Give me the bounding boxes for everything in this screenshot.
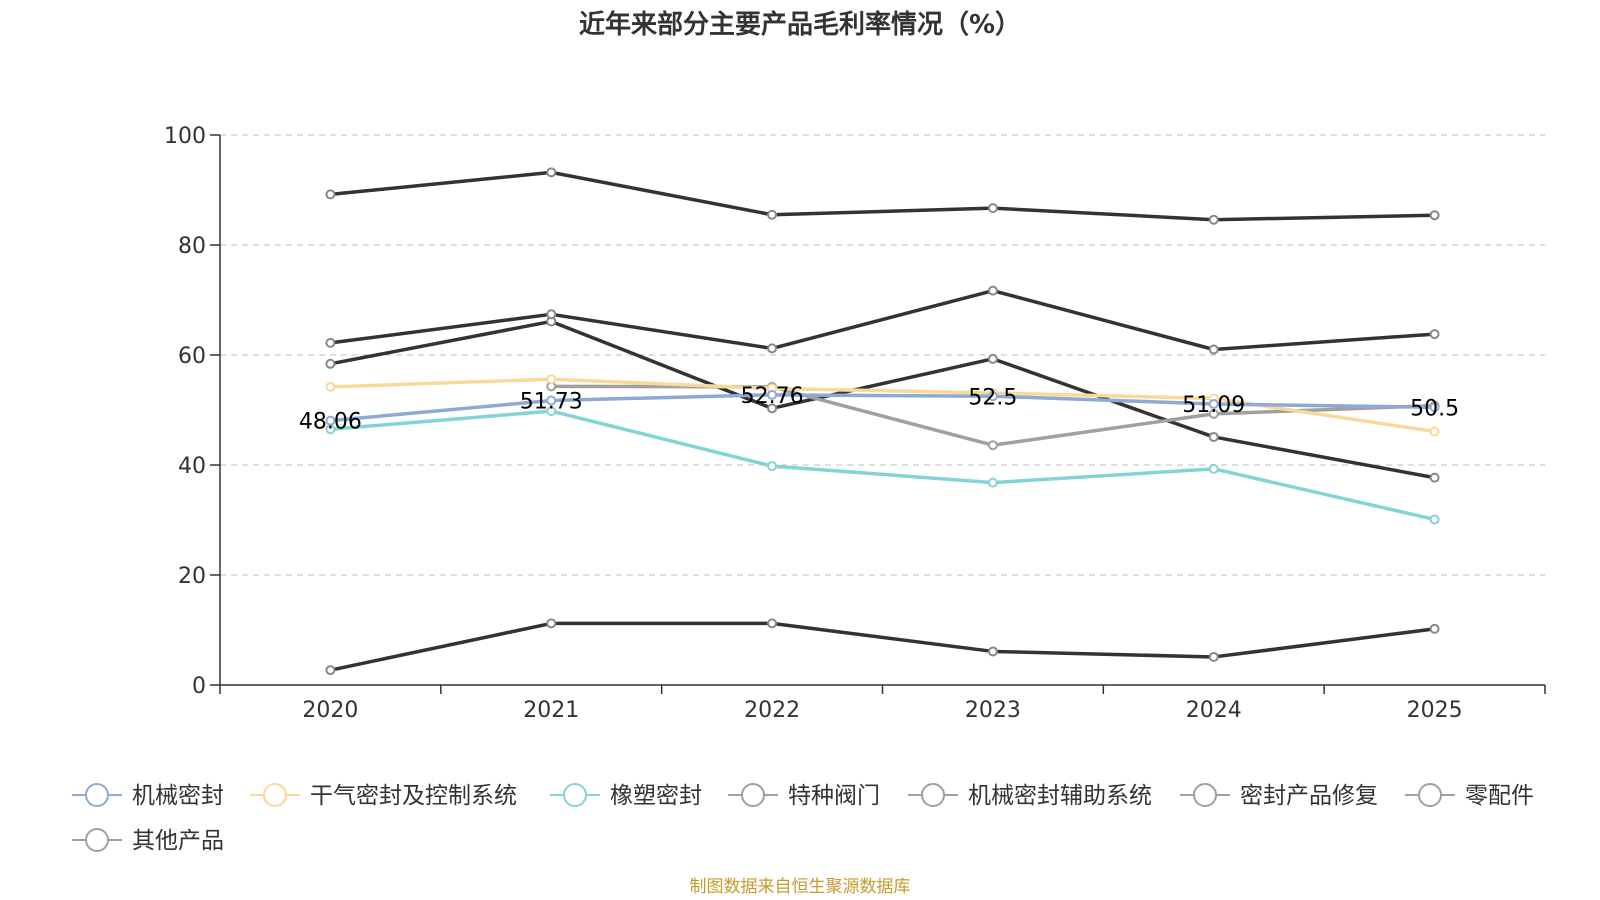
data-point [1208,408,1219,419]
legend-label: 干气密封及控制系统 [310,783,517,809]
legend: 机械密封 干气密封及控制系统 橡塑密封 特种阀门 机械密封辅助系统 密封产品修复 零配件其他… [72,783,1534,854]
y-tick-label: 0 [192,674,206,699]
x-tick-label: 2022 [744,698,800,723]
data-point [767,461,778,472]
source-note: 制图数据来自恒生聚源数据库 [690,877,911,897]
data-point [987,646,998,657]
data-point [987,477,998,488]
series-line [330,170,1435,222]
legend-marker [1193,783,1217,807]
legend-label: 零配件 [1465,783,1534,809]
data-labels: 48.06 51.73 52.76 52.5 51.09 50.5 [299,384,1459,435]
data-point [325,337,336,348]
data-point [1429,329,1440,340]
data-point [1429,402,1440,413]
data-label: 48.06 [299,410,362,435]
data-point [325,189,336,200]
x-tick-label: 2021 [523,698,579,723]
data-point [325,381,336,392]
legend-marker [263,783,287,807]
x-tick-label: 2023 [965,698,1021,723]
data-point [546,406,557,417]
series-line [330,288,1435,352]
data-point [987,285,998,296]
data-point [325,358,336,369]
data-point [546,618,557,629]
legend-marker [741,783,765,807]
x-tick-label: 2020 [302,698,358,723]
series-line [330,409,1435,522]
data-point [1208,651,1219,662]
legend-marker [85,828,109,852]
data-point [987,203,998,214]
axes: 0 20 40 60 80 100 2020 2021 2022 2023 2024 2025 [164,124,1546,723]
legend-label: 特种阀门 [788,783,880,809]
data-point [546,395,557,406]
y-tick-label: 20 [178,564,206,589]
legend-marker [563,783,587,807]
y-tick-label: 60 [178,344,206,369]
data-point [546,167,557,178]
legend-marker [85,783,109,807]
legend-marker [1418,783,1442,807]
chart-title: 近年来部分主要产品毛利率情况（%） [579,9,1021,40]
data-point [1208,344,1219,355]
series-line [330,393,1435,423]
data-point [767,403,778,414]
x-tick-label: 2024 [1186,698,1242,723]
data-point [1208,399,1219,410]
x-tick-label: 2025 [1407,698,1463,723]
data-point [987,353,998,364]
data-label: 52.76 [741,384,804,409]
series-line [330,319,1435,480]
data-point [1429,472,1440,483]
legend-label: 机械密封 [132,783,224,809]
grid-lines [220,134,1545,576]
data-point [1208,463,1219,474]
data-label: 50.5 [1410,396,1459,421]
legend-label: 其他产品 [132,828,224,854]
data-label: 51.09 [1182,393,1245,418]
data-label: 51.73 [520,389,583,414]
data-point [1429,514,1440,525]
data-point [767,343,778,354]
data-point [1429,210,1440,221]
y-tick-label: 100 [164,124,206,149]
data-point [546,309,557,320]
legend-label: 橡塑密封 [610,783,702,809]
legend-label: 密封产品修复 [1240,783,1378,809]
data-point [767,618,778,629]
y-tick-label: 40 [178,454,206,479]
y-tick-label: 80 [178,234,206,259]
data-point [767,209,778,220]
data-point [987,440,998,451]
data-point [325,665,336,676]
series-lines [325,167,1440,676]
data-point [1429,623,1440,634]
data-point [1208,214,1219,225]
data-point [767,389,778,400]
legend-label: 机械密封辅助系统 [968,783,1152,809]
legend-marker [921,783,945,807]
data-label: 52.5 [968,385,1017,410]
data-point [546,374,557,385]
series-line [330,621,1435,672]
data-point [1429,426,1440,437]
data-point [987,391,998,402]
data-point [325,415,336,426]
data-point [1208,431,1219,442]
